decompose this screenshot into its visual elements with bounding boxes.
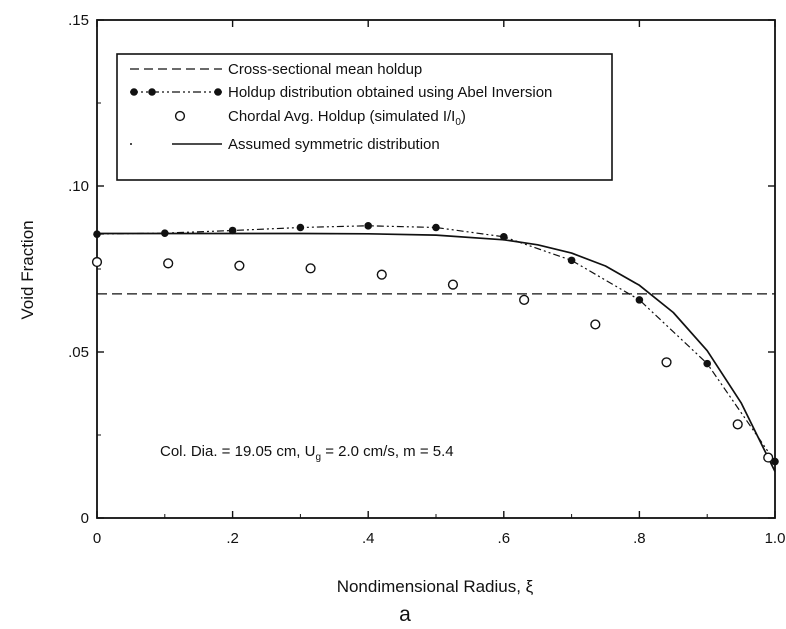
chordal-holdup-point [447,279,459,290]
chordal-holdup-point [763,452,774,463]
y-tick-label: .15 [68,12,89,29]
chordal-holdup-point [590,319,601,330]
legend-marker-chordal [174,110,186,122]
x-axis-title: Nondimensional Radius, ξ [337,577,534,596]
conditions-annotation-suffix: = 2.0 cm/s, m = 5.4 [321,443,454,460]
legend-marker-abel-1 [130,88,138,96]
abel-inversion-point [93,230,101,238]
legend-label-abel: Holdup distribution obtained using Abel … [228,84,552,101]
chordal-holdup-point [305,263,316,274]
abel-inversion-point [635,296,644,304]
legend-label-chordal-main: Chordal Avg. Holdup (simulated I/I [228,108,455,125]
abel-inversion-point [161,229,169,237]
abel-inversion-line [96,225,776,462]
x-tick-label: .6 [498,530,511,547]
chordal-holdup-point [661,357,672,368]
legend: Cross-sectional mean holdup Holdup distr… [116,53,613,181]
abel-inversion-point [296,223,305,232]
x-tick-label: .4 [362,530,375,547]
panel-label: a [399,603,411,626]
chordal-holdup-point [234,260,245,271]
legend-label-chordal: Chordal Avg. Holdup (simulated I/I0) [228,108,466,128]
abel-inversion-point [432,223,440,232]
x-tick-label: 1.0 [765,530,786,547]
chordal-holdup-point [376,269,387,280]
y-tick-label: .10 [68,178,89,195]
x-tick-label: .2 [226,530,239,547]
chordal-holdup-point [91,256,103,268]
chordal-holdup-point [519,294,530,305]
chordal-holdup-point [163,258,174,269]
conditions-annotation-prefix: Col. Dia. = 19.05 cm, U [160,443,315,460]
conditions-annotation: Col. Dia. = 19.05 cm, Ug = 2.0 cm/s, m =… [160,443,454,463]
y-tick-label: 0 [81,510,89,527]
legend-box [116,53,613,181]
legend-label-mean-holdup: Cross-sectional mean holdup [228,61,422,78]
legend-label-symmetric: Assumed symmetric distribution [228,136,440,153]
legend-label-chordal-suffix: ) [461,108,466,125]
abel-inversion-point [703,359,711,368]
abel-inversion-point [771,457,779,466]
conditions-annotation-sub: g [315,452,321,463]
symmetric-distribution-line [97,232,776,472]
series-layer [91,222,779,472]
abel-inversion-point [500,232,508,241]
y-tick-label: .05 [68,344,89,361]
abel-inversion-point [228,226,237,235]
abel-inversion-point [364,222,373,230]
x-tick-label: 0 [93,530,101,547]
chordal-holdup-point [732,419,743,430]
axes: 0 .2 .4 .6 .8 1.0 0 .05 .10 .15 [68,12,785,547]
abel-inversion-point [567,256,576,265]
x-tick-label: .8 [633,530,646,547]
legend-label-chordal-sub: 0 [455,117,461,128]
legend-marker-abel-2 [148,88,156,96]
legend-marker-abel-3 [214,88,222,96]
y-axis-title: Void Fraction [18,220,37,319]
